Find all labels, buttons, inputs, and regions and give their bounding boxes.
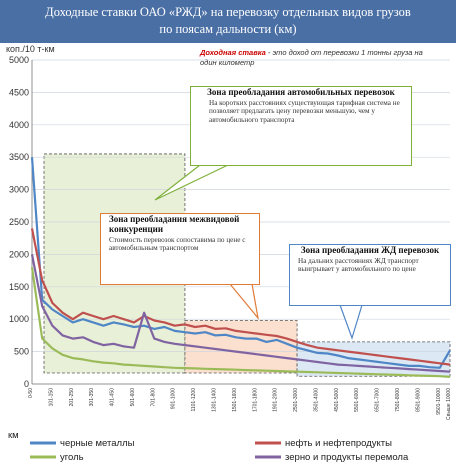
zone-auto-title: Зона преобладания автомобильных перевозо… [207,87,395,97]
title-line-1: Доходные ставки ОАО «РЖД» на перевозку о… [45,5,411,19]
y-tick-label: 0 [24,379,29,389]
y-axis-label: коп./10 т-км [6,44,55,54]
x-tick-label: 1101-1200 [191,388,197,412]
x-tick-label: 5501-6000 [354,388,360,412]
x-tick-label: 1501-1600 [232,388,238,412]
zone-mixed-title: Зона преобладания межвидовой конкуренции [109,214,240,234]
x-tick-label: 2501-3000 [293,388,299,412]
y-tick-label: 500 [14,347,29,357]
x-tick-label: 1701-1800 [252,388,258,412]
definition-note: Доходная ставка - это доход от перевозки… [200,48,440,68]
y-tick-label: 2000 [9,249,29,259]
x-tick-label: 8501-9000 [415,388,421,412]
y-tick-label: 4000 [9,120,29,130]
x-tick-label: 401-450 [110,388,116,407]
zone-rail-title: Зона преобладания ЖД перевозок [300,245,440,255]
x-tick-label: 301-350 [89,388,95,407]
title-bar: Доходные ставки ОАО «РЖД» на перевозку о… [0,0,456,43]
x-tick-label: 6501-7000 [375,388,381,412]
y-tick-label: 1000 [9,314,29,324]
x-tick-label: 1301-1400 [212,388,218,412]
series-line-4 [30,254,451,373]
zone-rail-callout: Зона преобладания ЖД перевозок На дальни… [289,244,451,306]
x-tick-label: 7501-8000 [395,388,401,412]
legend-label-2: нефть и нефтепродукты [285,438,392,449]
y-tick-label: 5000 [9,55,29,65]
series-line-1 [30,157,451,369]
note-text: - это доход от перевозки 1 тонны груза н… [200,48,423,67]
y-tick-label: 3000 [9,185,29,195]
title-line-2: по поясам дальности (км) [159,22,297,36]
x-tick-label: 0-50 [28,388,34,398]
y-tick-label: 2500 [9,217,29,227]
note-highlight: Доходная ставка [200,48,266,57]
x-tick-label: 701-800 [150,388,156,407]
x-unit-label: км [8,430,19,441]
zone-rail-body: На дальних расстояниях ЖД транспорт выиг… [298,257,419,274]
zone-mixed-pointer [228,283,259,321]
y-tick-label: 1500 [9,282,29,292]
legend-label-3: уголь [60,452,84,463]
legend-label-1: черные металлы [60,438,135,449]
zone-auto-body: На коротких расстояниях существующая тар… [209,99,400,124]
x-tick-label: 201-250 [69,388,75,407]
zone-mixed-callout: Зона преобладания межвидовой конкуренции… [100,213,260,285]
y-tick-label: 3500 [9,152,29,162]
series-line-2 [30,228,451,366]
x-tick-label: 101-150 [48,388,54,407]
zone-mixed-body: Стоимость перевозок сопоставима по цене … [109,236,246,253]
x-tick-label: 501-600 [130,388,136,407]
x-tick-label: 3501-4000 [313,388,319,412]
y-tick-label: 4500 [9,87,29,97]
x-tick-label: Свыше 10000 [446,388,452,420]
zone-auto-callout: Зона преобладания автомобильных перевозо… [190,86,412,166]
series-line-3 [30,267,451,378]
x-tick-label: 4501-5000 [334,388,340,412]
zone-rail-pointer [339,304,363,340]
x-tick-label: 901-1000 [171,388,177,409]
x-tick-label: 9501-10000 [436,388,442,415]
legend-label-4: зерно и продукты перемола [285,452,409,463]
x-tick-label: 1901-2000 [273,388,279,412]
